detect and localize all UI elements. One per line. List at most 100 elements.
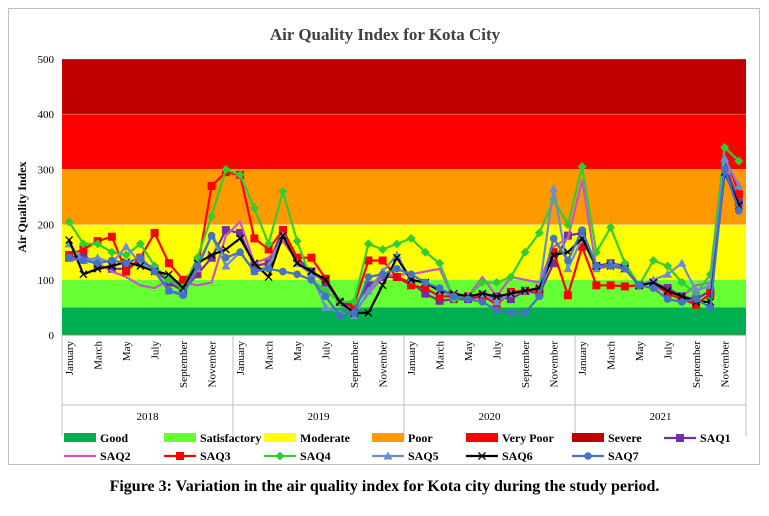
point-saq4	[520, 247, 530, 257]
y-tick-label: 100	[38, 275, 55, 287]
aqi-chart: Air Quality Index for Kota City Air Qual…	[15, 25, 747, 463]
point-saq3	[549, 248, 558, 257]
legend-label-poor: Poor	[408, 431, 433, 445]
legend-label-saq5: SAQ5	[408, 449, 439, 463]
point-saq6	[521, 286, 530, 295]
legend-item-saq6: SAQ6	[466, 449, 533, 463]
point-saq7	[507, 309, 515, 317]
point-saq7	[606, 262, 615, 270]
point-saq5	[734, 181, 744, 190]
point-saq4	[577, 162, 587, 172]
point-saq7	[165, 287, 173, 295]
point-saq6	[663, 286, 672, 295]
point-saq6	[335, 297, 344, 306]
point-saq7	[150, 267, 159, 276]
x-stroke	[93, 264, 102, 273]
point-saq7	[706, 303, 715, 312]
x-tick-label: September	[691, 341, 703, 388]
point-saq7	[293, 270, 301, 279]
point-saq6	[278, 231, 287, 240]
x-tick-label: January	[64, 341, 76, 376]
x-stroke	[521, 286, 530, 295]
legend-marker-saq6	[478, 452, 486, 460]
x-tick-label: September	[178, 341, 190, 388]
point-saq7	[279, 267, 287, 276]
point-saq3	[307, 253, 316, 262]
legend-label-saq1: SAQ1	[700, 431, 731, 445]
point-saq7	[692, 295, 700, 303]
point-saq4	[378, 244, 388, 254]
band-poor	[62, 169, 746, 225]
x-stroke	[307, 267, 316, 276]
legend-label-saq4: SAQ4	[300, 449, 331, 463]
point-saq1	[221, 226, 230, 235]
point-saq4	[93, 239, 103, 249]
year-label-2021: 2021	[650, 411, 672, 423]
point-saq7	[350, 309, 358, 317]
legend-swatch-poor	[372, 433, 404, 442]
point-saq6	[236, 234, 245, 243]
x-axis: January March May July September November Janu…	[61, 334, 747, 436]
point-saq7	[649, 284, 658, 292]
point-saq4	[121, 250, 131, 260]
point-saq3	[663, 289, 672, 298]
x-stroke	[734, 201, 743, 210]
point-saq7	[621, 264, 629, 273]
year-label-2018: 2018	[137, 411, 160, 423]
legend-marker-saq5	[383, 451, 393, 460]
point-saq6	[677, 292, 686, 301]
point-saq4	[420, 247, 430, 257]
legend-item-saq4: SAQ4	[264, 449, 331, 463]
point-saq5	[648, 275, 658, 284]
x-stroke	[663, 286, 672, 295]
legend-item-saq2: SAQ2	[64, 449, 131, 463]
point-saq3	[435, 292, 444, 301]
point-saq4	[292, 236, 302, 246]
point-saq6	[649, 278, 658, 287]
x-stroke	[293, 259, 302, 268]
point-saq7	[364, 273, 373, 281]
x-tick-label: January	[406, 341, 418, 376]
x-stroke	[563, 248, 572, 257]
x-tick-label: November	[720, 341, 732, 388]
x-stroke	[65, 236, 74, 245]
point-saq3	[278, 226, 287, 235]
point-saq4	[392, 239, 402, 249]
point-saq4	[235, 170, 245, 180]
x-stroke	[478, 452, 486, 460]
band-severe	[62, 59, 746, 115]
legend-label-satisfactory: Satisfactory	[200, 431, 261, 445]
point-saq7	[435, 284, 444, 292]
point-saq6	[136, 262, 145, 270]
point-saq4	[591, 247, 601, 257]
point-saq5	[392, 250, 402, 259]
x-stroke	[164, 270, 173, 279]
x-stroke	[250, 259, 259, 268]
point-saq4	[477, 278, 487, 288]
legend-item-poor: Poor	[372, 431, 433, 445]
y-tick-label: 200	[38, 220, 55, 232]
point-saq7	[678, 298, 686, 306]
x-stroke	[407, 275, 416, 284]
x-tick-label: September	[520, 341, 532, 388]
point-saq7	[222, 253, 230, 262]
legend-item-moderate: Moderate	[264, 431, 351, 445]
point-saq3	[378, 256, 387, 265]
legend-label-saq2: SAQ2	[100, 449, 131, 463]
legend-label-very-poor: Very Poor	[502, 431, 555, 445]
point-saq4	[563, 220, 573, 230]
aqi-bands	[62, 59, 746, 335]
y-tick-label: 0	[49, 330, 55, 342]
point-saq5	[306, 269, 316, 278]
point-saq3	[592, 281, 601, 290]
point-saq1	[193, 270, 202, 279]
point-saq6	[478, 289, 487, 298]
point-saq7	[735, 207, 743, 215]
legend-swatch-moderate	[264, 433, 296, 442]
point-saq3	[107, 232, 116, 241]
x-tick-label: May	[121, 341, 133, 362]
point-saq7	[122, 259, 130, 268]
legend-item-good: Good	[64, 431, 128, 445]
x-stroke	[364, 308, 373, 317]
point-saq1	[435, 296, 444, 305]
